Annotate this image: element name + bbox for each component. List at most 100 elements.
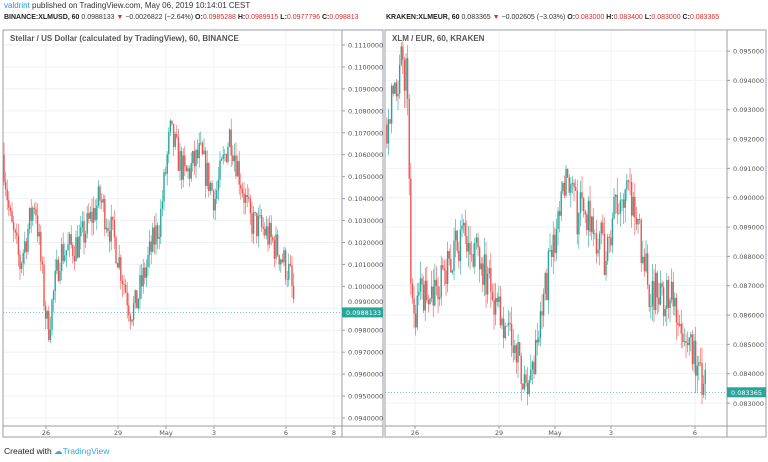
candle-body [600,222,602,234]
candle-body [259,215,261,216]
candle-body [592,216,594,234]
candle-body [120,257,122,281]
candle-body [430,286,433,299]
candle-body [624,189,626,208]
candle-body [467,242,470,252]
candle-body [611,218,614,246]
candle-body [72,245,74,257]
candle-body [658,297,660,305]
candle-body [196,149,199,159]
candle-body [292,285,295,300]
candle-body [80,227,82,237]
candle-body [164,172,167,174]
candle-body [546,272,548,301]
candle-body [510,323,513,346]
candle-body [76,237,79,258]
candle-body [643,256,646,272]
candle-body [550,249,553,257]
candle-body [534,339,537,375]
candle-body [694,340,697,376]
candle-body [678,323,681,326]
candle-body [512,345,514,353]
candle-body [148,241,151,255]
candle-body [470,254,473,255]
candle-body [450,258,452,273]
candle-body [661,283,663,288]
candle-body [645,253,647,272]
price-tick-label: 0.092000 [733,136,764,144]
candle-body [400,46,402,65]
candle-body [268,222,271,245]
candle-body [586,214,588,231]
candle-body [538,337,540,343]
candle-body [33,207,36,209]
candle-body [19,254,21,269]
candle-body [208,162,210,192]
author-link[interactable]: valdrint [4,1,30,10]
candle-body [126,292,128,306]
candle-body [469,242,471,255]
candle-body [403,60,406,91]
candle-body [30,207,32,221]
candle-body [169,120,172,133]
candle-body [650,305,652,308]
candle-body [254,212,256,213]
tradingview-logo-icon[interactable]: ☁ [54,446,63,456]
candle-body [496,298,498,302]
candle-body [390,85,393,124]
candle-body [536,339,538,343]
price-tick-label: 0.1050000 [348,173,383,181]
down-arrow-icon: ▼ [492,14,500,21]
candle-body [702,383,705,395]
candle-body [289,263,292,266]
candle-body [515,345,518,363]
candle-body [166,154,168,174]
candle-body [432,286,434,306]
candle-body [474,242,476,267]
candle-body [576,190,578,235]
candle-body [281,259,284,263]
candle-body [560,191,562,216]
candle-body [150,241,152,252]
candle-body [35,208,37,216]
candle-body [187,168,189,172]
candle-body [427,300,430,304]
right-close: 0.083365 [689,14,720,21]
candle-body [112,216,114,220]
candle-body [14,229,16,233]
candle-body [459,229,462,261]
candle-body [408,98,410,179]
open-label: O: [567,14,576,21]
candle-body [152,227,154,252]
price-tick-label: 0.1100000 [348,63,383,71]
right-change: −0.002605 (−3.03%) [501,14,566,21]
candle-body [573,183,575,188]
candle-body [201,142,204,155]
price-badge [342,307,383,318]
candle-body [682,333,684,343]
candle-body [541,311,543,316]
candle-body [480,263,482,270]
candle-body [558,211,561,216]
candle-body [158,237,160,239]
candle-body [394,82,396,94]
candle-body [477,237,479,248]
right-legend: KRAKEN:XLMEUR, 60 0.083365 ▼ −0.002605 (… [386,14,764,22]
tradingview-link[interactable]: TradingView [62,446,110,456]
price-tick-label: 0.0960000 [348,371,383,379]
candle-body [442,265,444,269]
high-label: H: [606,14,614,21]
candle-body [523,374,526,390]
candle-body [698,362,700,366]
candle-body [648,284,650,308]
candle-body [675,297,678,323]
candle-body [278,255,280,265]
candle-body [249,198,252,214]
candle-body [517,342,519,363]
candle-body [704,369,706,384]
time-tick-label: 8 [332,429,336,437]
candle-body [421,278,423,285]
candle-body [59,270,61,281]
candle-body [582,198,585,211]
